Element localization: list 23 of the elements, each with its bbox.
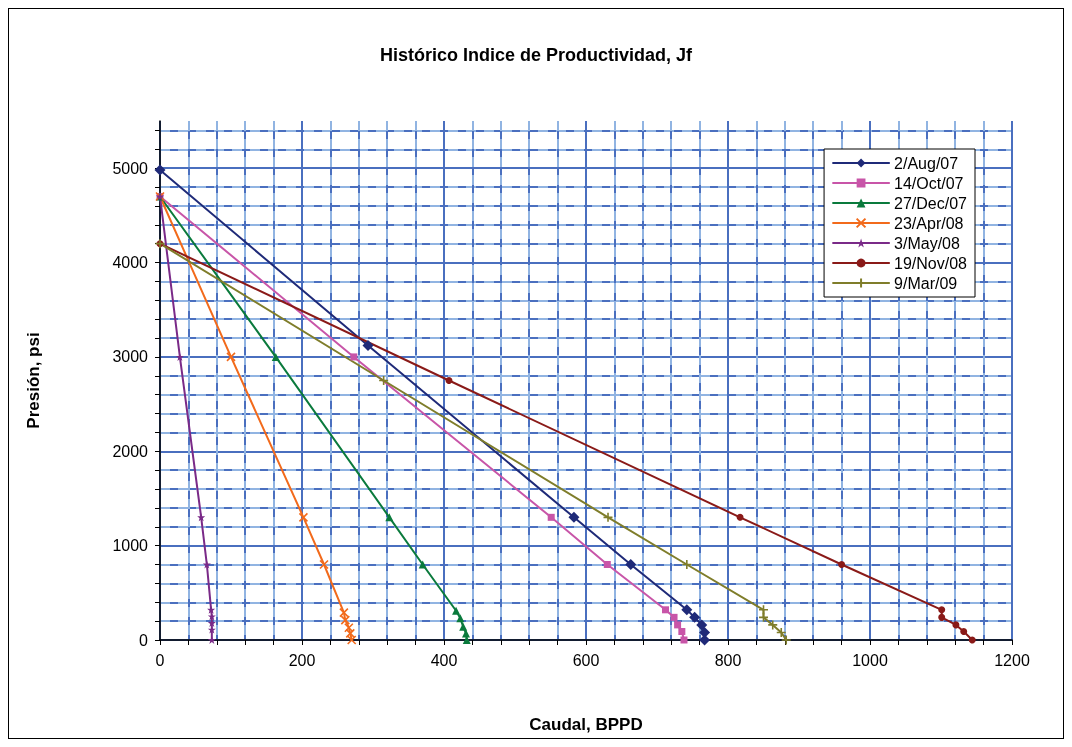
- y-tick-label: 3000: [112, 348, 149, 366]
- y-tick-label: 2000: [112, 442, 149, 460]
- legend-label: 2/Aug/07: [894, 154, 959, 172]
- legend-label: 19/Nov/08: [894, 254, 968, 272]
- y-tick-label: 1000: [112, 537, 149, 555]
- x-tick-label: 1200: [994, 651, 1030, 669]
- x-tick-label: 600: [572, 651, 600, 669]
- y-tick-label: 4000: [112, 254, 149, 272]
- x-tick-label: 400: [430, 651, 458, 669]
- legend-label: 27/Dec/07: [894, 194, 968, 212]
- x-tick-label: 0: [155, 651, 165, 669]
- x-axis-title: Caudal, BPPD: [529, 715, 643, 734]
- chart-title: Histórico Indice de Productividad, Jf: [379, 45, 694, 65]
- legend-label: 14/Oct/07: [894, 174, 964, 192]
- y-axis-title: Presión, psi: [24, 332, 43, 429]
- x-tick-label: 200: [288, 651, 316, 669]
- y-tick-label: 0: [139, 631, 149, 649]
- y-tick-label: 5000: [112, 159, 149, 177]
- legend-label: 3/May/08: [894, 234, 960, 252]
- legend-label: 9/Mar/09: [894, 274, 958, 292]
- x-tick-label: 800: [714, 651, 742, 669]
- x-tick-label: 1000: [852, 651, 888, 669]
- legend-label: 23/Apr/08: [894, 214, 964, 232]
